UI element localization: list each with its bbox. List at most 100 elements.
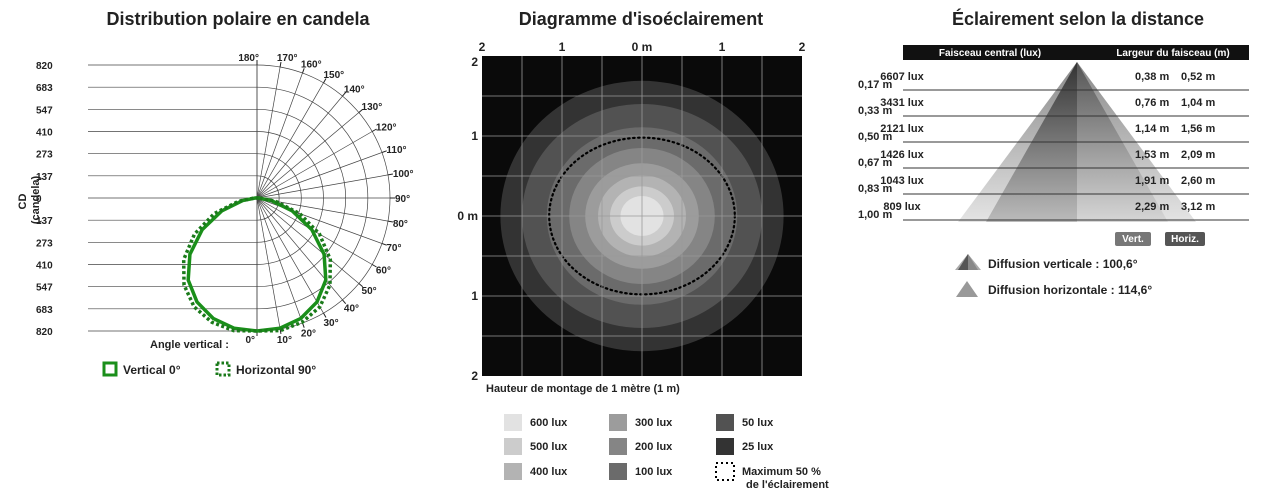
polar-angle-labels: 0° 10° 20° 30° 40°50° 60° 70° 80° 90° 100° 110° 120…	[238, 53, 413, 346]
iso-top-tick: 1	[719, 40, 726, 54]
polar-radial-labels: 820 683 547 410 273 137 0 137 273 410 547 683 820	[36, 61, 53, 338]
iso-left-tick: 2	[471, 55, 478, 69]
iso-legend-swatch	[504, 438, 522, 455]
legend-vertical-label: Vertical 0°	[123, 363, 181, 377]
iso-legend-max50-line1: Maximum 50 %	[742, 466, 821, 478]
row-vert-width: 2,29 m	[1135, 201, 1169, 213]
iso-legend-label: 500 lux	[530, 441, 568, 453]
polar-angle-tick: 30°	[324, 318, 339, 329]
row-vert-width: 1,91 m	[1135, 175, 1169, 187]
iso-legend-label: 25 lux	[742, 441, 774, 453]
iso-legend-label: 50 lux	[742, 417, 774, 429]
row-horiz-width: 1,56 m	[1181, 123, 1215, 135]
polar-angle-tick: 150°	[324, 70, 345, 81]
row-lux: 1043 lux	[880, 175, 924, 187]
polar-tick-mark	[323, 312, 327, 318]
polar-grid-spoke	[256, 131, 373, 199]
polar-radial-tick: 547	[36, 105, 53, 116]
polar-angle-tick: 70°	[386, 243, 401, 254]
row-vert-width: 0,76 m	[1135, 97, 1169, 109]
polar-title: Distribution polaire en candela	[106, 9, 370, 29]
polar-angle-tick: 180°	[238, 53, 259, 64]
polar-grid-spoke	[256, 112, 360, 199]
polar-grid-spoke	[256, 82, 324, 199]
polar-tick-mark	[387, 173, 393, 176]
legend-vertical-swatch	[102, 361, 118, 377]
polar-angle-tick: 20°	[301, 328, 316, 339]
polar-tick-mark	[279, 62, 282, 68]
polar-radial-tick: 410	[36, 261, 53, 272]
polar-tick-mark	[371, 264, 377, 268]
polar-grid-spoke	[256, 66, 281, 199]
iso-legend: 600 lux 500 lux 400 lux 300 lux 200 lux 100 l…	[504, 414, 829, 491]
row-distance: 0,17 m	[858, 79, 892, 91]
polar-grid-spoke	[256, 152, 383, 199]
iso-legend-max50-line2: de l'éclairement	[746, 479, 829, 491]
iso-legend-label: 600 lux	[530, 417, 568, 429]
iso-legend-swatch	[609, 414, 627, 431]
polar-ylabel-line2: (candela)	[30, 176, 42, 225]
row-vert-width: 1,14 m	[1135, 123, 1169, 135]
spread-horizontal-text: Diffusion horizontale : 114,6°	[988, 283, 1152, 297]
iso-legend-swatch	[504, 463, 522, 480]
polar-angle-caption: Angle vertical :	[150, 339, 229, 351]
polar-tick-mark	[323, 78, 327, 84]
badge-horiz	[1165, 232, 1205, 246]
iso-legend-swatch	[716, 414, 734, 431]
polar-radial-tick: 683	[36, 305, 53, 316]
polar-angle-tick: 10°	[277, 335, 292, 346]
iso-legend-swatch	[716, 438, 734, 455]
distance-table-chart: Éclairement selon la distance Faisceau c…	[858, 8, 1249, 297]
polar-grid-spoke	[256, 72, 303, 199]
row-distance: 0,33 m	[858, 105, 892, 117]
polar-grid-spoke	[256, 197, 389, 222]
polar-angle-tick: 130°	[362, 102, 383, 113]
polar-grid	[88, 60, 395, 336]
row-horiz-width: 1,04 m	[1181, 97, 1215, 109]
row-horiz-width: 0,52 m	[1181, 71, 1215, 83]
polar-angle-tick: 170°	[277, 53, 298, 64]
polar-ylabel-line1: CD	[17, 194, 29, 210]
polar-radial-tick: 820	[36, 61, 53, 72]
polar-angle-tick: 90°	[395, 194, 410, 205]
polar-grid-spoke	[256, 197, 281, 330]
spread-horizontal-icon	[956, 281, 978, 297]
polar-grid-spoke	[256, 197, 343, 301]
iso-left-tick: 2	[471, 369, 478, 383]
polar-angle-tick: 160°	[301, 60, 322, 71]
spread-vertical-text: Diffusion verticale : 100,6°	[988, 257, 1138, 271]
polar-tick-mark	[302, 68, 305, 74]
iso-legend-swatch	[504, 414, 522, 431]
row-horiz-width: 2,60 m	[1181, 175, 1215, 187]
legend-horizontal-swatch	[215, 361, 231, 377]
polar-tick-mark	[342, 299, 347, 305]
polar-radial-tick: 137	[36, 172, 53, 183]
polar-angle-tick: 110°	[386, 145, 406, 156]
polar-tick-mark	[371, 128, 377, 132]
distance-title: Éclairement selon la distance	[952, 8, 1204, 29]
header-central-beam: Faisceau central (lux)	[939, 48, 1041, 59]
iso-legend-label: 100 lux	[635, 466, 673, 478]
spread-vertical-icon-right	[968, 254, 978, 270]
iso-legend-swatch	[609, 438, 627, 455]
iso-top-tick: 2	[479, 40, 486, 54]
iso-top-tick: 0 m	[632, 40, 653, 54]
polar-grid-spoke	[256, 95, 343, 199]
iso-top-tick: 2	[799, 40, 806, 54]
polar-angle-tick: 140°	[344, 84, 365, 95]
row-distance: 0,67 m	[858, 157, 892, 169]
badge-vert-label: Vert.	[1122, 234, 1144, 245]
spread-vertical-icon-left	[958, 254, 968, 270]
iso-legend-max50-swatch	[715, 462, 735, 481]
iso-grid	[482, 56, 802, 376]
iso-left-tick: 1	[471, 129, 478, 143]
polar-series	[181, 196, 333, 333]
legend-horizontal-label: Horizontal 90°	[236, 363, 316, 377]
polar-grid-spoke	[256, 197, 303, 324]
polar-radial-tick: 410	[36, 128, 53, 139]
polar-tick-mark	[381, 243, 387, 246]
polar-ylabel: CD (candela)	[17, 176, 42, 225]
iso-top-tick: 1	[559, 40, 566, 54]
polar-tick-mark	[387, 220, 393, 223]
